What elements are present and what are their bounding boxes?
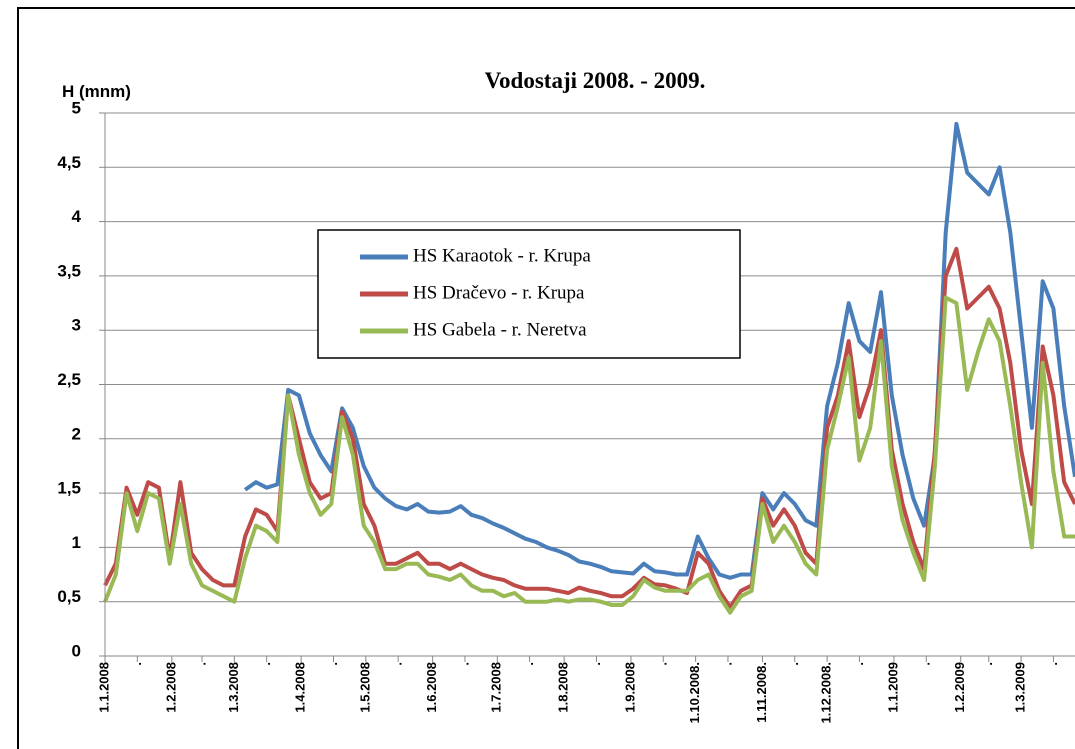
y-tick-label: 1 bbox=[72, 533, 81, 552]
x-tick-label: . bbox=[655, 662, 670, 666]
y-tick-label: 1,5 bbox=[57, 479, 81, 498]
x-tick-label: 1.1.2008 bbox=[96, 662, 111, 713]
y-tick-label: 3,5 bbox=[57, 261, 81, 280]
x-tick-label: 1.1.2009 bbox=[885, 662, 900, 713]
x-tick-label: . bbox=[851, 662, 866, 666]
x-tick-label: . bbox=[719, 662, 734, 666]
x-tick-label: 1.12.2008. bbox=[819, 662, 834, 723]
y-tick-label: 0 bbox=[72, 641, 81, 660]
y-tick-label: 5 bbox=[72, 98, 81, 117]
x-tick-label: . bbox=[786, 662, 801, 666]
y-tick-label: 3 bbox=[72, 316, 81, 335]
series-line bbox=[103, 295, 1075, 615]
x-tick-label: 1.9.2008 bbox=[622, 662, 637, 713]
y-tick-label: 4,5 bbox=[57, 153, 81, 172]
lines bbox=[103, 121, 1075, 615]
x-tick-label: 1.2.2008 bbox=[163, 662, 178, 713]
x-tick-label: . bbox=[390, 662, 405, 666]
chart-border bbox=[17, 7, 1075, 749]
x-tick-label: 1.7.2008 bbox=[489, 662, 504, 713]
x-tick-label: 1.3.2008 bbox=[226, 662, 241, 713]
x-tick-label: . bbox=[325, 662, 340, 666]
axes: 0 0,5 1 1,5 2 2,5 3 3,5 4 4,5 5 1.1.2008. 1.2.2008. 1… bbox=[57, 98, 1075, 723]
x-tick-label: 1.4.2008 bbox=[293, 662, 308, 713]
series-line bbox=[103, 246, 1075, 610]
x-tick-label: . bbox=[193, 662, 208, 666]
x-tick-label: 1.11.2008. bbox=[754, 662, 769, 723]
x-tick-label: . bbox=[129, 662, 144, 666]
x-tick-label: . bbox=[980, 662, 995, 666]
x-tick-label: 1.8.2008 bbox=[556, 662, 571, 713]
legend: HS Karaotok - r. Krupa HS Dračevo - r. Kr… bbox=[317, 229, 741, 359]
y-tick-label: 2,5 bbox=[57, 370, 81, 389]
y-axis-title: H (mnm) bbox=[62, 82, 131, 101]
x-tick-label: 1.2.2009 bbox=[952, 662, 967, 713]
x-tick-label: . bbox=[1045, 662, 1060, 666]
x-tick-label: . bbox=[258, 662, 273, 666]
x-tick-label: . bbox=[521, 662, 536, 666]
y-tick-label: 0,5 bbox=[57, 587, 81, 606]
legend-label: HS Gabela - r. Neretva bbox=[413, 319, 587, 340]
y-tick-label: 4 bbox=[72, 207, 82, 226]
y-tick-label: 2 bbox=[72, 424, 81, 443]
x-tick-label: . bbox=[588, 662, 603, 666]
x-tick-label: 1.10.2008. bbox=[687, 662, 702, 723]
x-tick-label: 1.6.2008 bbox=[424, 662, 439, 713]
x-tick-label: . bbox=[918, 662, 933, 666]
legend-label: HS Dračevo - r. Krupa bbox=[413, 282, 585, 303]
chart-title: Vodostaji 2008. - 2009. bbox=[485, 68, 706, 93]
x-tick-label: 1.5.2008 bbox=[357, 662, 372, 713]
x-tick-label: . bbox=[456, 662, 471, 666]
legend-label: HS Karaotok - r. Krupa bbox=[413, 245, 591, 266]
x-tick-label: 1.3.2009 bbox=[1013, 662, 1028, 713]
